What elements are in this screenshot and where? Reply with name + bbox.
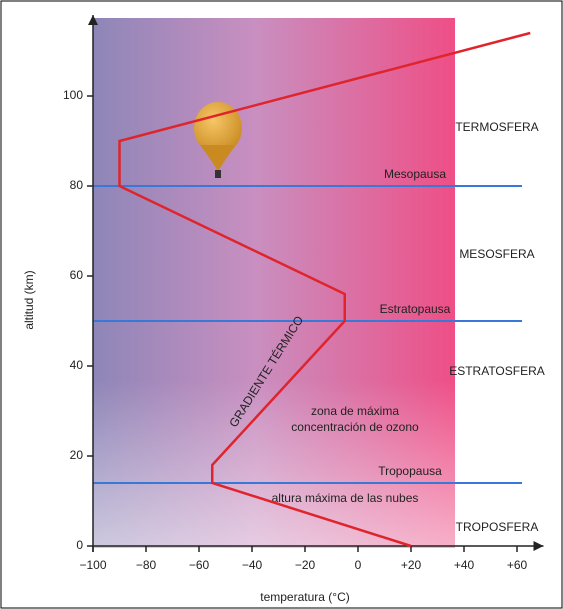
layer-label: MESOSFERA: [459, 247, 534, 261]
chart: Mesopausa Estratopausa Tropopausa 0 20 40 60 80…: [0, 0, 563, 609]
reference-label: Tropopausa: [378, 464, 442, 478]
y-tick-label: 60: [70, 268, 84, 282]
x-tick-label: +40: [454, 558, 475, 572]
x-tick-label: −100: [79, 558, 106, 572]
reference-label: Mesopausa: [384, 167, 446, 181]
y-tick-label: 40: [70, 358, 84, 372]
x-tick-label: −20: [295, 558, 316, 572]
x-tick-label: +60: [507, 558, 528, 572]
x-tick-label: −60: [189, 558, 210, 572]
x-axis-label: temperatura (°C): [260, 590, 350, 604]
layer-label: ESTRATOSFERA: [449, 364, 545, 378]
x-tick-label: 0: [355, 558, 362, 572]
layer-label: TROPOSFERA: [456, 520, 539, 534]
x-tick-label: +20: [401, 558, 422, 572]
x-tick-label: −80: [136, 558, 157, 572]
reference-label: Estratopausa: [380, 302, 451, 316]
y-tick-label: 80: [70, 178, 84, 192]
annotation: altura máxima de las nubes: [272, 491, 419, 505]
layer-label: TERMOSFERA: [455, 120, 538, 134]
page: {"chart_data": {"type": "line", "x": [20…: [0, 0, 563, 609]
y-axis-label: altitud (km): [22, 270, 36, 329]
y-tick-label: 100: [63, 88, 83, 102]
y-tick-label: 0: [76, 538, 83, 552]
x-tick-label: −40: [242, 558, 263, 572]
y-tick-label: 20: [70, 448, 84, 462]
